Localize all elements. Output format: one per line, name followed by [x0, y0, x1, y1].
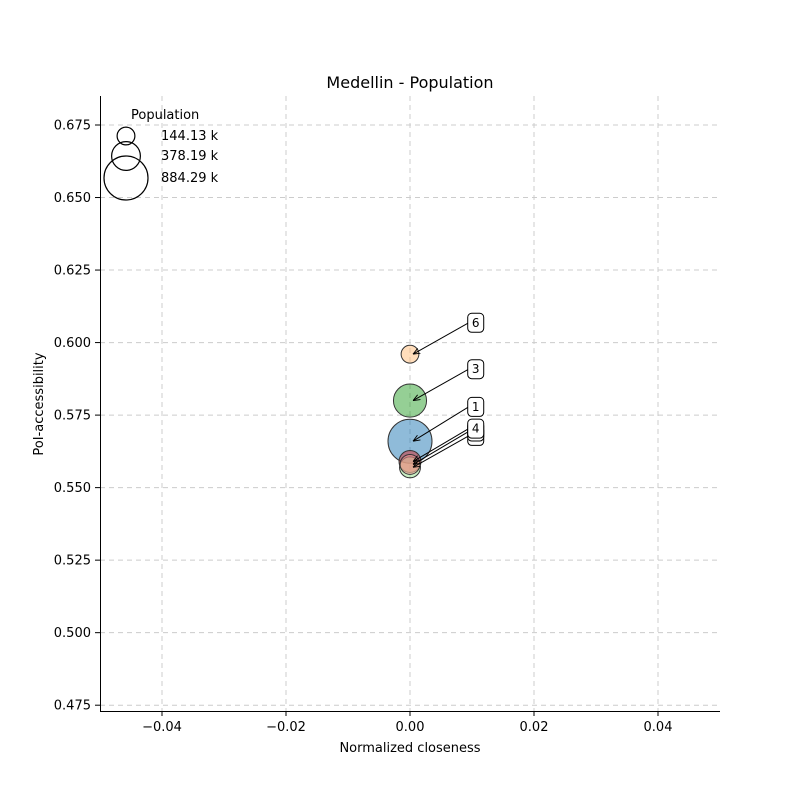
chart-title: Medellin - Population	[326, 73, 493, 92]
y-tick-label: 0.525	[54, 554, 91, 569]
y-tick-label: 0.575	[54, 409, 91, 424]
legend: Population 144.13 k 378.19 k 884.29 k	[103, 108, 219, 201]
ticks: −0.04 −0.02 0.00 0.02 0.04 0.475 0.500 0.525 0.5…	[54, 119, 673, 735]
annotation-label: 3	[472, 362, 480, 376]
y-tick-label: 0.500	[54, 626, 91, 641]
bubble-point-5	[399, 453, 421, 475]
annotation-label: 6	[472, 316, 480, 330]
y-tick-label: 0.475	[54, 699, 91, 714]
annotation-arrow-5	[413, 428, 468, 461]
annotation-box-1	[467, 359, 485, 380]
y-tick-label: 0.550	[54, 481, 91, 496]
annotations: 6 3 1 4	[413, 312, 485, 467]
legend-bubble-0	[116, 126, 136, 146]
annotation-arrow-1	[413, 369, 468, 401]
annotation-box-2	[467, 396, 485, 417]
legend-title: Population	[131, 108, 199, 123]
y-tick-label: 0.650	[54, 191, 91, 206]
x-axis-title: Normalized closeness	[339, 741, 480, 756]
legend-entry-label: 378.19 k	[161, 149, 219, 164]
annotation-arrow-2	[413, 406, 468, 441]
legend-entry-label: 144.13 k	[161, 129, 219, 144]
grid	[100, 96, 720, 711]
legend-bubble-2	[103, 155, 149, 201]
annotation-arrow-4	[413, 431, 468, 464]
x-tick-label: −0.02	[266, 720, 306, 735]
y-tick-label: 0.600	[54, 336, 91, 351]
legend-entry-label: 884.29 k	[161, 171, 219, 186]
data-points	[387, 344, 433, 479]
x-tick-label: 0.00	[396, 720, 425, 735]
bubble-point-6	[400, 344, 420, 364]
x-tick-label: −0.04	[142, 720, 182, 735]
bubble-point-3	[392, 383, 428, 418]
legend-bubble-1	[111, 141, 141, 171]
y-tick-label: 0.625	[54, 264, 91, 279]
x-tick-label: 0.02	[520, 720, 549, 735]
annotation-label: 4	[472, 422, 480, 436]
annotation-arrow-0	[413, 322, 468, 354]
y-tick-label: 0.675	[54, 119, 91, 134]
y-axis-title: PoI-accessibility	[32, 352, 47, 455]
x-tick-label: 0.04	[644, 720, 673, 735]
annotation-box-0	[467, 312, 485, 333]
annotation-arrow-3	[413, 435, 468, 467]
annotation-box-5	[467, 418, 485, 439]
annotation-label: 1	[472, 400, 480, 414]
